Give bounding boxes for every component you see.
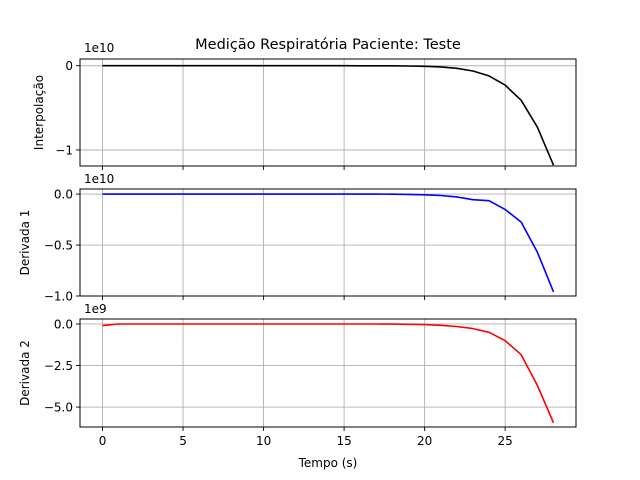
offset-text: 1e10 [84,172,114,186]
y-tick-label: −2.5 [44,359,73,373]
y-tick-label: −5.0 [44,401,73,415]
axes-layer: 0 −1 1e10 Interpolação 0.0 −0.5 −1.0 1e10 Deriva… [18,41,577,448]
subplot-3: 0 5 10 15 20 25 0.0 −2.5 −5.0 1e9 Derivada 2 [18,302,577,448]
y-tick-label: −0.5 [44,239,73,253]
x-axis-label: Tempo (s) [298,456,358,470]
x-tick-label: 15 [336,434,351,448]
x-tick-label: 10 [256,434,271,448]
x-tick-label: 0 [99,434,107,448]
y-axis-label: Derivada 2 [18,340,32,406]
x-tick-label: 5 [179,434,187,448]
y-tick-label: −1.0 [44,290,73,304]
y-tick-label: −1 [55,143,73,157]
y-tick-label: 0 [65,59,73,73]
offset-text: 1e9 [84,302,107,316]
x-tick-label: 20 [417,434,432,448]
series-line [102,64,555,166]
subplot-2: 0.0 −0.5 −1.0 1e10 Derivada 1 [18,172,577,304]
series-line [102,193,555,293]
subplot-1: 0 −1 1e10 Interpolação [32,41,577,170]
x-tick-label: 25 [498,434,513,448]
y-axis-label: Derivada 1 [18,210,32,276]
offset-text: 1e10 [84,41,114,55]
axes-frame [79,188,577,297]
series-line [102,323,555,424]
chart-title: Medição Respiratória Paciente: Teste [195,37,461,53]
y-axis-label: Interpolação [32,75,46,150]
axes-frame [79,58,577,167]
y-tick-label: 0.0 [54,317,73,331]
axes-frame [79,318,577,428]
y-tick-label: 0.0 [54,188,73,202]
